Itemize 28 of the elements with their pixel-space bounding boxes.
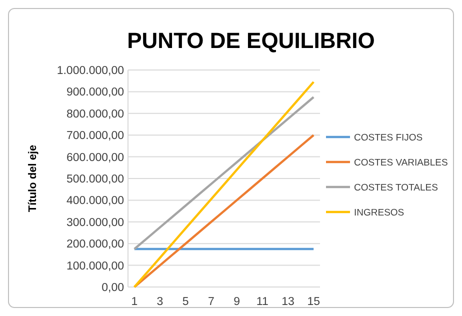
line-series (133, 134, 315, 288)
y-tick-label: 700.000,00 (66, 130, 124, 142)
y-tick-label: 600.000,00 (66, 152, 124, 164)
x-tick-label: 11 (256, 296, 268, 308)
x-tick-label: 9 (234, 296, 240, 308)
y-tick-label: 300.000,00 (66, 216, 124, 229)
x-tick-label: 1 (131, 296, 138, 308)
line-series (133, 96, 315, 250)
legend-label: COSTES TOTALES (354, 182, 438, 194)
y-tick-label: 100.000,00 (66, 260, 124, 272)
x-tick-label: 15 (307, 296, 320, 308)
legend-label: COSTES FIJOS (354, 132, 423, 144)
y-tick-label: 900.000,00 (66, 86, 124, 99)
legend-label: COSTES VARIABLES (354, 157, 448, 168)
legend-label: INGRESOS (354, 207, 404, 218)
y-tick-label: 1.000.000,00 (56, 65, 124, 78)
x-tick-label: 7 (208, 296, 214, 308)
y-tick-label: 500.000,00 (66, 174, 124, 186)
line-series (133, 80, 315, 288)
x-tick-label: 3 (156, 296, 164, 308)
x-tick-label: 13 (282, 296, 294, 308)
y-tick-label: 800.000,00 (66, 108, 124, 120)
chart-title: PUNTO DE EQUILIBRIO (127, 28, 375, 53)
y-tick-label: 400.000,00 (66, 195, 124, 208)
y-tick-label: 0,00 (102, 282, 124, 294)
x-tick-label: 5 (182, 296, 189, 308)
y-axis-title: Título del eje (27, 144, 39, 212)
y-tick-label: 200.000,00 (66, 238, 124, 251)
